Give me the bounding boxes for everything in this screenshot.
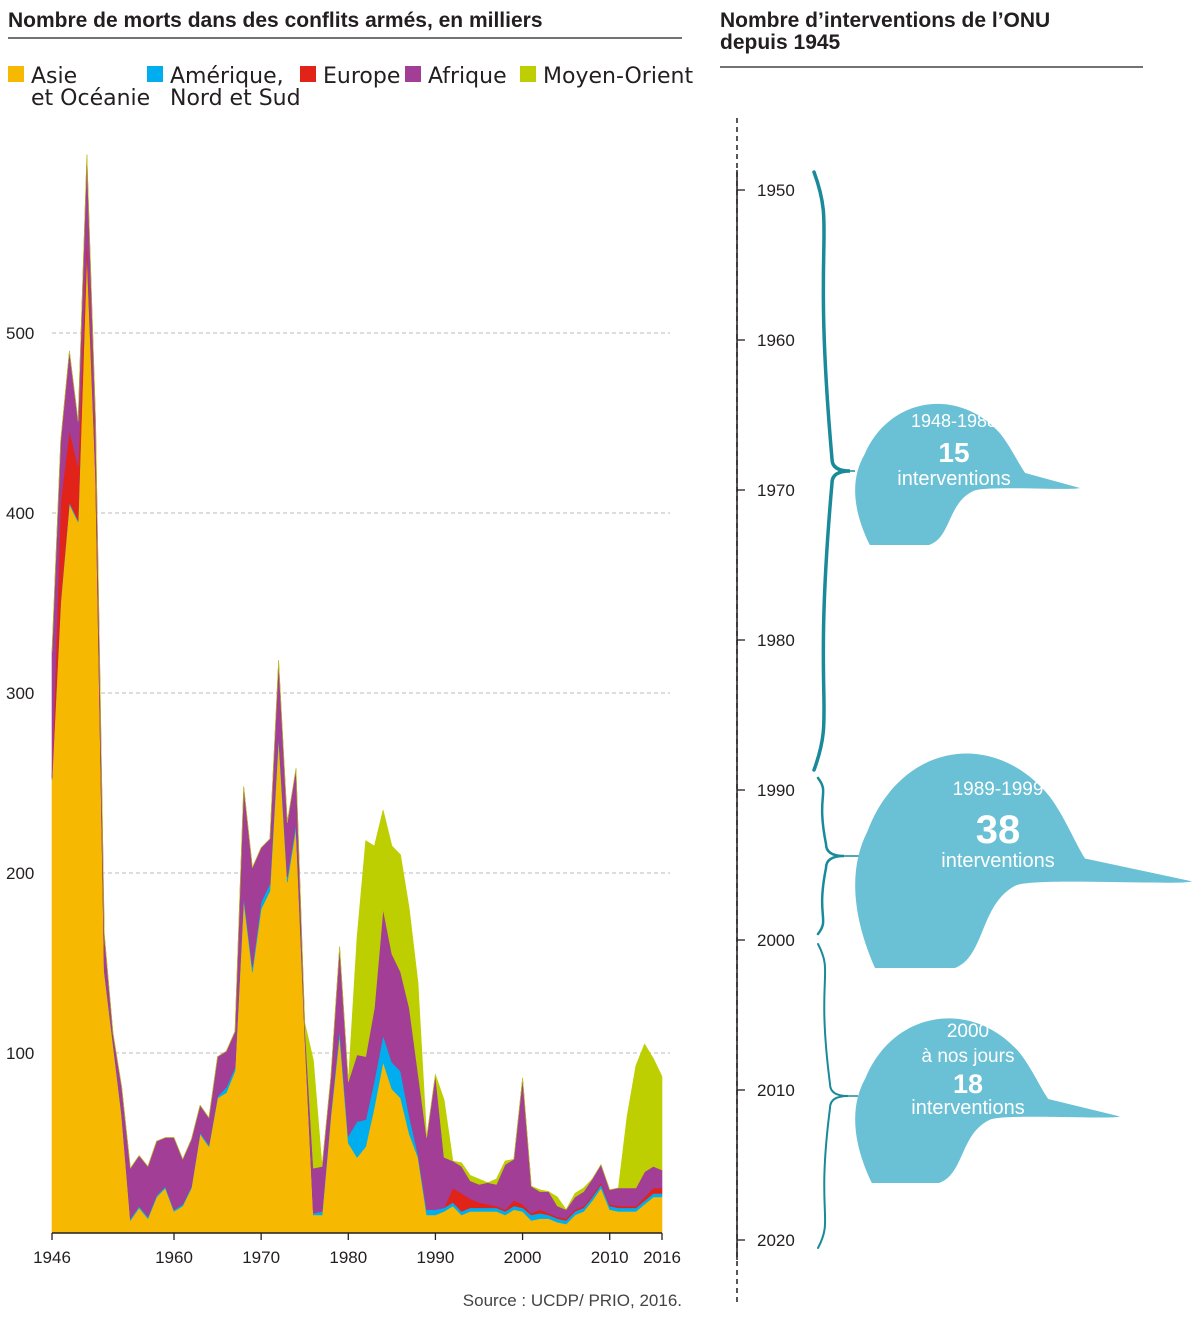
legend-swatch — [300, 66, 316, 82]
y-tick-label: 500 — [6, 324, 34, 343]
intervention-unit: interventions — [897, 468, 1010, 490]
y-tick-label: 200 — [6, 864, 34, 883]
legend-item: Asie et Océanie — [8, 64, 150, 111]
x-tick-label: 2016 — [643, 1248, 681, 1267]
timeline-tick-label: 2020 — [757, 1231, 795, 1250]
x-tick-label: 1980 — [329, 1248, 367, 1267]
area-series — [51, 154, 663, 1219]
x-tick-label: 2000 — [504, 1248, 542, 1267]
period-brace — [812, 170, 851, 772]
intervention-count: 18 — [953, 1069, 983, 1099]
timeline-tick-label: 1970 — [757, 481, 795, 500]
timeline-tick-label: 1980 — [757, 631, 795, 650]
period-label: 1948-1988 — [911, 411, 997, 431]
legend-label: Afrique — [428, 64, 507, 89]
timeline-tick-label: 1960 — [757, 331, 795, 350]
x-tick-label: 1946 — [33, 1248, 71, 1267]
timeline-title-text: Nombre d’interventions de l’ONU depuis 19… — [720, 9, 1050, 54]
helmet-shape — [855, 753, 1192, 968]
intervention-count: 15 — [938, 437, 969, 468]
helmet-shape — [855, 1018, 1120, 1183]
x-tick-label: 1960 — [155, 1248, 193, 1267]
y-tick-label: 300 — [6, 684, 34, 703]
timeline-tick-label: 1950 — [757, 181, 795, 200]
source-note: Source : UCDP/ PRIO, 2016. — [463, 1291, 682, 1310]
period-braces — [812, 170, 862, 1249]
legend-item: Afrique — [405, 64, 507, 89]
period-label: 1989-1999 — [953, 779, 1044, 800]
period-brace — [816, 776, 845, 936]
legend-item: Amérique, Nord et Sud — [147, 64, 301, 111]
legend-label: Amérique, Nord et Sud — [170, 64, 301, 111]
area-series — [51, 154, 663, 1210]
legend-swatch — [147, 66, 163, 82]
x-tick-label: 2010 — [591, 1248, 629, 1267]
legend-item: Moyen-Orient — [520, 64, 693, 89]
legend-label: Europe — [323, 64, 400, 89]
period-helmets: 1948-198815interventions1989-199938inter… — [855, 403, 1192, 1183]
timeline-tick-label: 2000 — [757, 931, 795, 950]
x-tick-label: 1990 — [417, 1248, 455, 1267]
timeline-tick-label: 1990 — [757, 781, 795, 800]
period-label: 2000 à nos jours — [922, 1021, 1015, 1067]
y-axis-ticks: 100 200 300 400 500 — [6, 324, 34, 1063]
legend-swatch — [405, 66, 421, 82]
intervention-count: 38 — [976, 808, 1021, 852]
legend-swatch — [8, 66, 24, 82]
y-tick-label: 400 — [6, 504, 34, 523]
legend-swatch — [520, 66, 536, 82]
legend: Asie et Océanie Amérique, Nord et Sud Europe… — [8, 64, 693, 111]
legend-item: Europe — [300, 64, 400, 89]
timeline-tick-label: 2010 — [757, 1081, 795, 1100]
legend-label: Asie et Océanie — [31, 64, 150, 111]
x-tick-label: 1970 — [242, 1248, 280, 1267]
helmet-shape — [855, 403, 1080, 545]
intervention-unit: interventions — [941, 850, 1054, 872]
timeline-title: Nombre d’interventions de l’ONU depuis 19… — [720, 9, 1050, 54]
x-axis-ticks: 1946 1960 1970 1980 1990 2000 2010 2016 — [33, 1233, 681, 1267]
timeline-ticks: 1950 1960 1970 1980 1990 2000 2010 2020 — [737, 181, 795, 1250]
legend-label: Moyen-Orient — [543, 64, 693, 89]
y-tick-label: 100 — [6, 1044, 34, 1063]
stacked-areas — [51, 154, 663, 1234]
period-brace — [817, 943, 849, 1249]
chart-title: Nombre de morts dans des conflits armés,… — [8, 9, 543, 32]
intervention-unit: interventions — [911, 1097, 1024, 1119]
